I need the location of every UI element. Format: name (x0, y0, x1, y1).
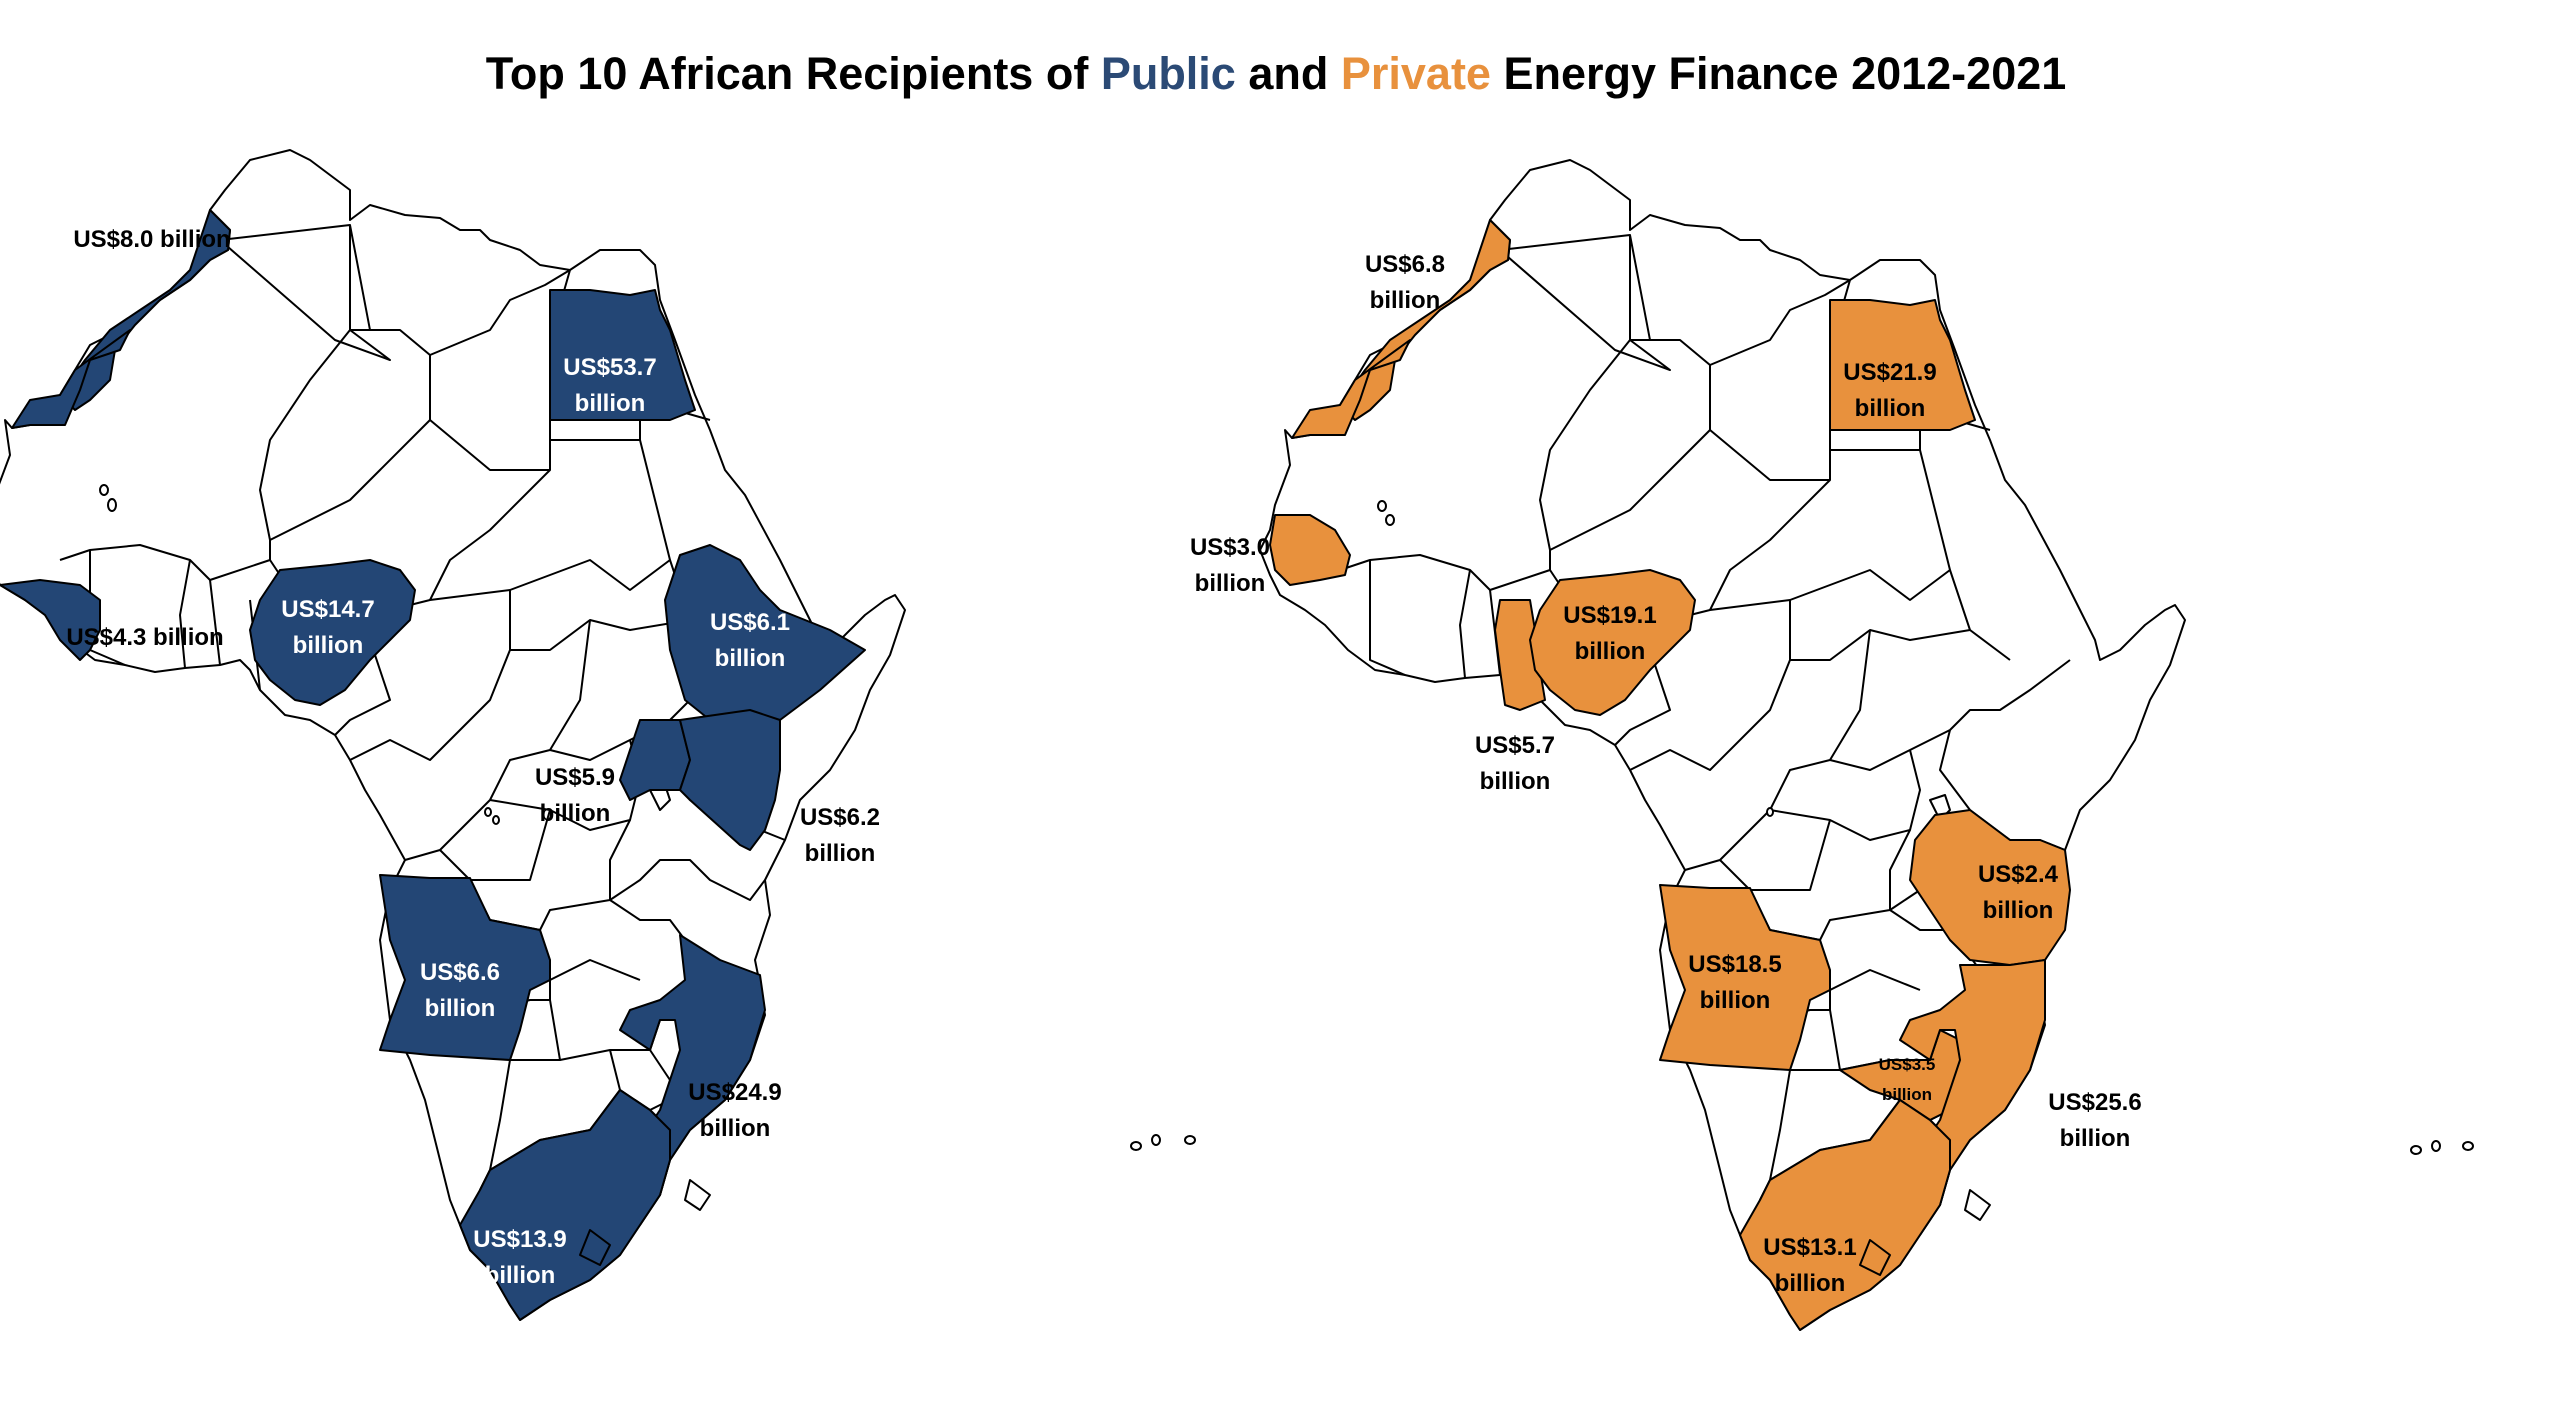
public-uganda-label: US$5.9 billion (535, 764, 615, 827)
public-morocco-region (59, 209, 231, 411)
public-ethiopia-label: US$6.1 billion (710, 609, 790, 672)
private-egypt-label: US$21.9 billion (1843, 359, 1936, 422)
private-senegal-label: US$3.0 billion (1190, 534, 1270, 597)
title-middle: and (1235, 48, 1341, 99)
public-kenya-label: US$6.2 billion (800, 804, 880, 867)
chart-title: Top 10 African Recipients of Public and … (0, 48, 2552, 100)
title-suffix: Energy Finance 2012-2021 (1490, 48, 2067, 99)
private-western-sahara-region (1291, 339, 1411, 439)
public-guinea-label: US$4.3 billion (66, 624, 223, 651)
public-south-africa-region (459, 1089, 671, 1321)
private-morocco-label: US$6.8 billion (1365, 251, 1445, 314)
public-nigeria-label: US$14.7 billion (281, 596, 374, 659)
private-zimbabwe-label: US$3.5 billion (1879, 1055, 1936, 1104)
private-tanzania-label: US$2.4 billion (1978, 861, 2059, 924)
private-angola-label: US$18.5 billion (1688, 951, 1781, 1014)
private-morocco-region (1339, 219, 1511, 421)
public-angola-label: US$6.6 billion (420, 959, 500, 1022)
public-south-africa-label: US$13.9 billion (473, 1226, 566, 1289)
private-south-africa-label: US$13.1 billion (1763, 1234, 1856, 1297)
public-map: US$8.0 billion US$4.3 billion US$14.7 bil… (0, 149, 906, 1321)
islands (99, 484, 2474, 1155)
title-private-word: Private (1340, 48, 1491, 99)
public-western-sahara-region (11, 329, 131, 429)
title-public-word: Public (1100, 48, 1236, 99)
private-ghana-region (1494, 599, 1546, 711)
public-mozambique-label: US$24.9 billion (688, 1079, 781, 1142)
title-prefix: Top 10 African Recipients of (485, 48, 1101, 99)
private-senegal-region (1269, 514, 1351, 586)
public-angola-region (379, 874, 551, 1061)
private-nigeria-region (1529, 569, 1696, 716)
public-egypt-region (549, 289, 696, 421)
private-egypt-region (1829, 299, 1976, 431)
public-guinea-region (0, 579, 101, 661)
private-nigeria-label: US$19.1 billion (1563, 602, 1656, 665)
private-ghana-label: US$5.7 billion (1475, 732, 1555, 795)
private-angola-region (1659, 884, 1831, 1071)
public-nigeria-region (249, 559, 416, 706)
public-ethiopia-region (664, 544, 866, 721)
private-mozambique-label: US$25.6 billion (2048, 1089, 2141, 1152)
public-egypt-label: US$53.7 billion (563, 354, 656, 417)
private-south-africa-region (1739, 1099, 1951, 1331)
private-map: US$6.8 billion US$3.0 billion US$5.7 billio… (1190, 159, 2186, 1331)
public-morocco-label: US$8.0 billion (73, 226, 230, 253)
public-kenya-region (679, 709, 781, 851)
